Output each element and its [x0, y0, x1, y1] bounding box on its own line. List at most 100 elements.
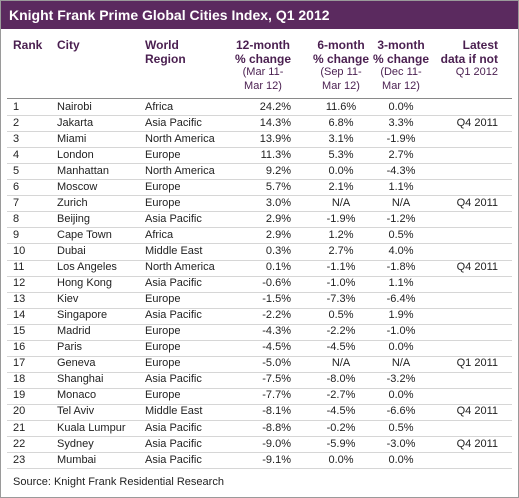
cell-m6: N/A	[331, 357, 351, 370]
cell-m6: -4.5%	[326, 341, 356, 354]
cell-m12: 0.1%	[265, 261, 291, 273]
cell-region: Asia Pacific	[145, 116, 202, 129]
cell-latest: Q4 2011	[456, 196, 498, 209]
cell-m3: -4.3%	[386, 164, 416, 177]
cell-m12: -8.8%	[262, 421, 291, 434]
cell-city: London	[57, 148, 94, 161]
cell-rank: 6	[13, 180, 20, 193]
cell-rank: 9	[13, 228, 20, 241]
cell-city: Kuala Lumpur	[57, 421, 126, 434]
cell-city: Nairobi	[57, 100, 92, 113]
cell-m3: 1.1%	[388, 180, 414, 193]
column-header: Rank	[13, 38, 43, 52]
cell-m12: 5.7%	[265, 180, 291, 193]
title: Knight Frank Prime Global Cities Index, …	[1, 1, 518, 29]
cell-m6: 1.2%	[328, 228, 354, 241]
cell-m6: 5.3%	[328, 148, 354, 161]
cell-m12: 2.9%	[265, 228, 291, 241]
cell-region: Africa	[145, 100, 174, 113]
source: Source: Knight Frank Residential Researc…	[13, 476, 224, 488]
cell-rank: 20	[13, 405, 26, 418]
cell-m6: 0.5%	[328, 309, 354, 322]
cell-m3: -6.6%	[386, 405, 416, 418]
cell-m12: -4.5%	[262, 341, 291, 354]
cell-region: Middle East	[145, 244, 203, 257]
cell-city: Hong Kong	[57, 277, 113, 290]
cell-m3: N/A	[391, 196, 411, 209]
cell-m6: -1.9%	[326, 212, 356, 225]
cell-rank: 12	[13, 277, 26, 290]
cell-city: Paris	[57, 341, 83, 354]
cell-m12: 14.3%	[259, 116, 291, 129]
cell-m3: 0.0%	[388, 453, 414, 466]
cell-m6: 2.7%	[328, 244, 354, 257]
row-rule	[7, 131, 512, 133]
header-rule	[7, 98, 512, 99]
cell-m12: 9.2%	[265, 164, 291, 177]
cell-latest: Q1 2011	[456, 357, 498, 370]
cell-region: Asia Pacific	[145, 453, 202, 466]
cell-region: Europe	[145, 357, 181, 370]
cell-m12: -7.5%	[262, 373, 291, 386]
cell-m6: 3.1%	[328, 132, 354, 145]
cell-m3: 3.3%	[388, 116, 414, 129]
cell-rank: 7	[13, 196, 20, 209]
cell-m6: 6.8%	[328, 116, 354, 129]
cell-city: Shanghai	[57, 373, 104, 386]
cell-m3: 0.0%	[388, 100, 414, 113]
cell-region: Asia Pacific	[145, 277, 202, 290]
row-rule	[7, 211, 512, 213]
cell-region: Europe	[145, 196, 181, 209]
cell-rank: 8	[13, 212, 20, 225]
cell-city: Tel Aviv	[57, 405, 95, 418]
cell-region: North America	[145, 132, 215, 145]
column-header: City	[57, 38, 80, 52]
cell-rank: 14	[13, 309, 26, 322]
row-rule	[7, 291, 512, 293]
cell-m12: 13.9%	[259, 132, 291, 145]
cell-m3: -1.8%	[386, 261, 416, 273]
column-header: % change	[312, 51, 369, 66]
column-header: World	[145, 38, 179, 52]
cell-m12: -5.0%	[262, 357, 291, 370]
cell-rank: 10	[13, 244, 26, 257]
cell-m12: -8.1%	[262, 405, 291, 418]
cell-m3: -6.4%	[386, 293, 416, 306]
row-rule	[7, 371, 512, 373]
cell-city: Singapore	[57, 309, 108, 322]
cell-latest: Q4 2011	[456, 261, 498, 273]
cell-m6: N/A	[331, 196, 351, 209]
column-header: Region	[145, 51, 186, 66]
column-header: Mar 12)	[244, 79, 282, 92]
cell-city: Beijing	[57, 212, 91, 225]
cell-m3: 0.0%	[388, 389, 414, 402]
row-rule	[7, 468, 512, 470]
cell-city: Zurich	[57, 196, 88, 209]
row-rule	[7, 436, 512, 438]
cell-m3: -3.0%	[386, 437, 416, 450]
cell-region: Europe	[145, 325, 181, 338]
row-rule	[7, 147, 512, 149]
row-rule	[7, 387, 512, 389]
cell-m3: -3.2%	[386, 373, 416, 386]
row-rule	[7, 275, 512, 277]
cell-m3: 0.0%	[388, 341, 414, 354]
cell-latest: Q4 2011	[456, 405, 498, 418]
cell-region: Asia Pacific	[145, 212, 202, 225]
column-header: (Sep 11-	[320, 66, 362, 78]
cell-rank: 2	[13, 116, 20, 129]
cell-rank: 1	[13, 100, 20, 113]
column-header: % change	[372, 51, 429, 66]
cell-m3: -1.2%	[386, 212, 416, 225]
cell-m12: 0.3%	[265, 244, 291, 257]
row-rule	[7, 403, 512, 405]
row-rule	[7, 355, 512, 357]
cell-m12: 11.3%	[260, 148, 291, 161]
cell-rank: 15	[13, 325, 26, 338]
cell-m6: 2.1%	[328, 180, 354, 193]
row-rule	[7, 115, 512, 117]
cell-city: Monaco	[57, 389, 97, 402]
column-header: 12-month	[236, 38, 290, 52]
cell-m3: N/A	[391, 357, 411, 370]
